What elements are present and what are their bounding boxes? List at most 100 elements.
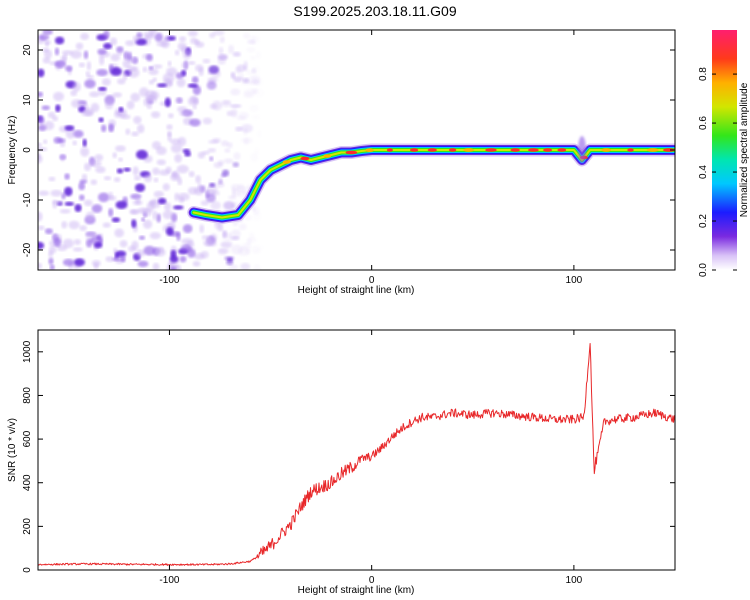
spectrogram-track xyxy=(187,136,675,224)
noise-blob xyxy=(62,50,74,56)
noise-blob xyxy=(192,261,201,267)
noise-blob xyxy=(230,88,241,96)
noise-blob xyxy=(98,192,110,203)
noise-blob xyxy=(166,227,174,236)
noise-blob xyxy=(108,191,114,200)
spectrogram-y-tick-label: 20 xyxy=(22,44,33,56)
noise-blob xyxy=(249,80,261,86)
noise-blob xyxy=(251,245,260,253)
colorbar-gradient xyxy=(712,30,737,270)
noise-blob xyxy=(134,183,146,192)
noise-blob xyxy=(219,36,225,43)
track-hotspot xyxy=(410,148,419,152)
noise-blob xyxy=(218,178,223,185)
colorbar-tick-label: 0.0 xyxy=(698,263,709,277)
track-hotspot xyxy=(485,148,497,152)
noise-blob xyxy=(143,98,149,107)
noise-blob xyxy=(111,217,121,223)
noise-blob xyxy=(207,77,219,82)
noise-blob xyxy=(113,177,121,183)
noise-blob xyxy=(238,223,247,231)
noise-blob xyxy=(170,266,177,270)
noise-blob xyxy=(247,39,256,45)
chart-title: S199.2025.203.18.11.G09 xyxy=(293,3,456,19)
noise-blob xyxy=(38,142,43,148)
noise-blob xyxy=(133,175,141,181)
noise-blob xyxy=(110,53,121,62)
noise-blob xyxy=(175,264,182,270)
noise-blob xyxy=(181,61,190,69)
noise-blob xyxy=(53,238,62,247)
noise-blob xyxy=(156,213,161,223)
noise-blob xyxy=(48,257,54,265)
snr-x-ticks: -100 0 100 xyxy=(159,330,583,586)
noise-blob xyxy=(184,151,192,157)
noise-blob xyxy=(167,60,172,67)
noise-blob xyxy=(205,193,216,203)
noise-blob xyxy=(250,152,259,162)
noise-blob xyxy=(104,99,114,110)
spectrogram-x-ticks: -100 0 100 xyxy=(159,30,583,286)
noise-blob xyxy=(83,162,92,172)
noise-blob xyxy=(250,55,256,61)
snr-y-tick-label: 600 xyxy=(22,430,33,447)
noise-blob xyxy=(131,131,139,137)
noise-blob xyxy=(233,76,243,83)
noise-blob xyxy=(162,72,175,83)
noise-blob xyxy=(116,168,124,174)
noise-blob xyxy=(103,30,110,40)
noise-blob xyxy=(228,44,235,54)
noise-blob xyxy=(130,92,141,102)
track-hotspot xyxy=(601,148,612,152)
noise-blob xyxy=(93,242,103,249)
noise-blob xyxy=(246,69,253,75)
noise-blob xyxy=(191,76,199,84)
noise-blob xyxy=(174,49,180,56)
snr-y-label: SNR (10 * v/v) xyxy=(7,418,18,482)
noise-blob xyxy=(158,197,167,205)
noise-blob xyxy=(207,148,217,153)
noise-blob xyxy=(44,40,51,45)
noise-blob xyxy=(198,67,204,77)
noise-blob xyxy=(136,124,145,134)
noise-blob xyxy=(85,71,91,77)
noise-blob xyxy=(42,57,51,64)
noise-blob xyxy=(38,154,43,164)
noise-blob xyxy=(146,53,153,62)
noise-blob xyxy=(98,117,104,123)
noise-blob xyxy=(256,51,261,59)
noise-blob xyxy=(174,192,180,201)
noise-blob xyxy=(245,249,251,255)
noise-blob xyxy=(52,200,63,205)
noise-blob xyxy=(135,249,145,257)
noise-blob xyxy=(119,240,128,248)
noise-blob xyxy=(53,91,65,102)
noise-blob xyxy=(152,167,160,175)
noise-blob xyxy=(70,50,82,59)
noise-blob xyxy=(79,225,87,232)
noise-blob xyxy=(70,90,78,97)
noise-blob xyxy=(80,32,90,41)
noise-blob xyxy=(98,86,107,91)
noise-blob xyxy=(62,258,75,266)
noise-blob xyxy=(71,99,83,108)
noise-blob xyxy=(41,105,51,111)
noise-blob xyxy=(91,204,103,213)
noise-blob xyxy=(170,138,181,145)
noise-blob xyxy=(246,47,256,53)
noise-blob xyxy=(187,83,198,88)
noise-blob xyxy=(79,194,85,201)
noise-blob xyxy=(97,48,107,55)
noise-blob xyxy=(246,238,252,245)
noise-blob xyxy=(83,50,89,60)
noise-blob xyxy=(49,264,55,270)
snr-x-tick-label: 100 xyxy=(566,575,583,586)
noise-blob xyxy=(200,200,210,206)
noise-blob xyxy=(138,235,146,240)
track-hotspot xyxy=(543,148,553,152)
noise-blob xyxy=(244,215,252,221)
noise-blob xyxy=(89,160,102,168)
noise-blob xyxy=(142,66,148,73)
noise-blob xyxy=(91,260,101,267)
track-hotspot xyxy=(663,148,675,152)
